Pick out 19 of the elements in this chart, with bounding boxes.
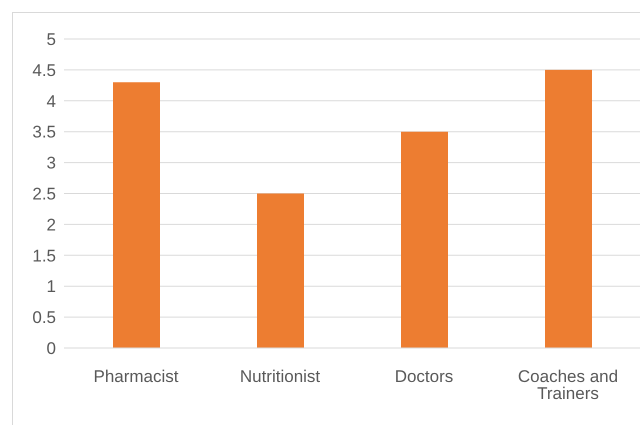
bar (113, 82, 160, 348)
bar (401, 132, 448, 348)
y-tick-label: 4.5 (32, 60, 56, 80)
bar (257, 194, 304, 348)
x-tick-label: Coaches and Trainers (518, 367, 618, 404)
y-tick-label: 0 (46, 339, 56, 358)
x-tick-label: Doctors (394, 367, 454, 386)
y-tick-label: 0.5 (32, 308, 56, 328)
y-tick-label: 1.5 (32, 246, 56, 266)
y-tick-label: 3 (46, 154, 56, 173)
y-tick-label: 5 (46, 30, 56, 50)
x-tick-label: Pharmacist (93, 367, 179, 386)
x-tick-label: Nutritionist (240, 367, 320, 386)
y-tick-label: 2 (46, 215, 56, 234)
y-tick-label: 1 (46, 277, 56, 296)
y-tick-label: 4 (46, 92, 56, 111)
y-tick-label: 2.5 (32, 184, 56, 204)
bar (545, 70, 592, 348)
y-tick-label: 3.5 (32, 122, 56, 142)
